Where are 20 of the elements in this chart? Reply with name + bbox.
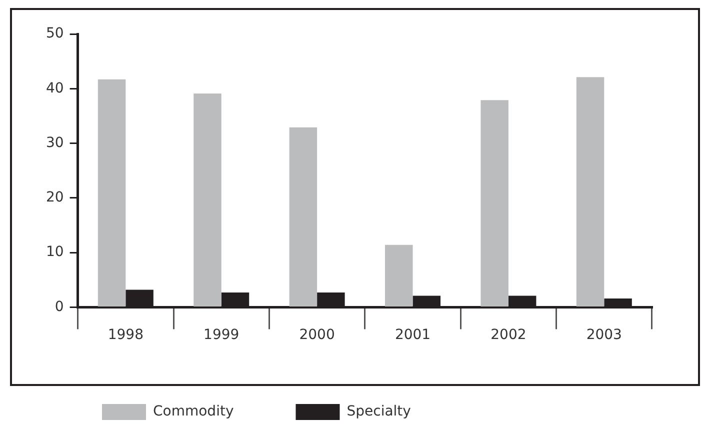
y-tick-label: 20 bbox=[46, 190, 64, 206]
y-tick-label: 10 bbox=[46, 244, 64, 260]
bar bbox=[98, 79, 126, 306]
x-tick-label: 2000 bbox=[299, 327, 335, 344]
legend-label: Specialty bbox=[346, 404, 411, 420]
bar bbox=[289, 127, 318, 306]
legend-label: Commodity bbox=[153, 404, 234, 420]
y-tick-label: 50 bbox=[46, 26, 64, 42]
x-tick-label: 2001 bbox=[394, 327, 431, 344]
bar bbox=[480, 100, 508, 306]
x-tick-label: 2003 bbox=[586, 327, 622, 344]
bar bbox=[194, 94, 222, 306]
bar bbox=[576, 77, 604, 306]
x-tick-label: 1998 bbox=[108, 327, 144, 344]
bar bbox=[385, 244, 413, 306]
x-tick-label: 2002 bbox=[490, 327, 526, 344]
x-tick-label: 1999 bbox=[204, 327, 240, 344]
y-tick-label: 30 bbox=[46, 134, 64, 151]
y-tick-label: 40 bbox=[46, 80, 64, 96]
y-tick-label: 0 bbox=[54, 298, 64, 315]
